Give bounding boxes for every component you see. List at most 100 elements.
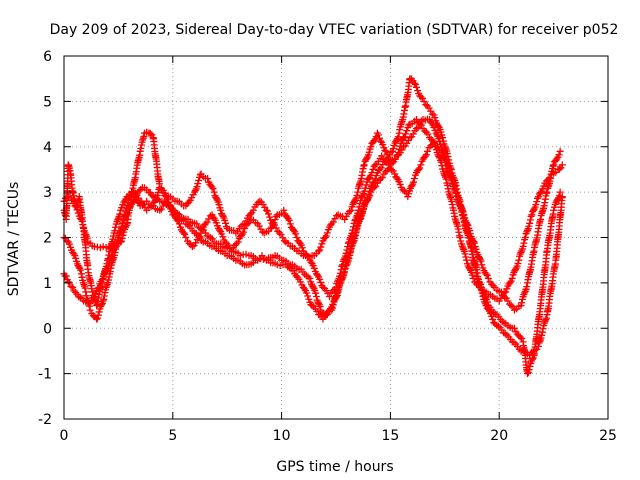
data-point <box>478 261 486 269</box>
data-point <box>376 165 384 173</box>
data-point <box>156 206 164 214</box>
data-point <box>456 234 464 241</box>
data-point <box>529 206 537 214</box>
data-point <box>394 133 402 141</box>
data-point <box>462 253 470 261</box>
data-point <box>384 161 392 169</box>
data-point <box>410 79 418 87</box>
data-point <box>352 213 360 221</box>
data-point <box>272 212 280 220</box>
data-point <box>231 241 239 249</box>
data-point <box>119 231 127 239</box>
data-point <box>343 246 351 254</box>
data-point <box>262 206 270 214</box>
data-point <box>336 269 344 277</box>
data-point <box>219 212 227 220</box>
data-point <box>366 192 374 200</box>
data-point <box>293 234 301 241</box>
data-point <box>333 291 341 299</box>
y-tick-label: -1 <box>38 367 52 383</box>
data-point <box>542 316 550 324</box>
data-point <box>411 80 419 88</box>
y-tick-label: 0 <box>43 321 52 337</box>
data-point <box>408 182 416 190</box>
data-point <box>504 297 512 305</box>
data-point <box>371 161 379 169</box>
data-point <box>344 243 352 251</box>
data-point <box>111 227 119 235</box>
data-point <box>310 264 318 272</box>
data-point <box>117 238 125 246</box>
x-tick-label: 25 <box>599 428 617 444</box>
data-point <box>111 223 119 231</box>
data-point <box>355 203 363 211</box>
data-point <box>378 152 386 160</box>
data-point <box>482 270 490 278</box>
data-point <box>116 210 124 218</box>
data-point <box>523 226 531 234</box>
data-point <box>526 362 534 370</box>
data-point <box>208 183 216 191</box>
data-point <box>432 142 440 150</box>
data-point <box>524 369 532 377</box>
data-point <box>75 263 83 271</box>
data-point <box>306 274 314 282</box>
data-point <box>507 301 515 309</box>
data-point <box>244 220 252 228</box>
data-point <box>464 221 472 229</box>
data-point <box>538 328 546 336</box>
data-point <box>322 232 330 240</box>
data-point <box>213 195 221 203</box>
data-point <box>328 304 336 312</box>
data-point <box>367 143 375 151</box>
data-point <box>86 306 94 314</box>
grid-lines <box>64 56 608 419</box>
data-point <box>461 250 469 258</box>
data-point <box>118 235 126 243</box>
data-point <box>369 165 377 173</box>
data-point <box>188 243 196 251</box>
data-point <box>241 224 249 232</box>
data-point <box>399 186 407 194</box>
data-point <box>452 189 460 197</box>
data-point <box>533 198 541 206</box>
data-point <box>93 315 101 323</box>
data-point <box>95 308 103 316</box>
data-point <box>555 165 563 173</box>
data-point <box>523 228 531 236</box>
data-point <box>393 136 401 144</box>
data-point <box>556 147 564 155</box>
data-point <box>555 192 563 200</box>
data-point <box>558 161 566 169</box>
data-point <box>319 283 327 291</box>
data-point <box>450 185 458 193</box>
data-point <box>256 197 264 205</box>
data-point <box>219 233 227 241</box>
y-axis-label: SDTVAR / TECUs <box>6 182 22 297</box>
data-point <box>240 228 248 236</box>
data-point <box>506 278 514 286</box>
data-point <box>393 152 401 160</box>
data-point <box>118 204 126 212</box>
data-point <box>413 125 421 133</box>
data-point <box>218 211 226 219</box>
data-point <box>415 165 423 173</box>
data-point <box>534 194 542 202</box>
data-point <box>520 239 528 247</box>
data-point <box>329 287 337 295</box>
data-point <box>377 164 385 172</box>
data-point <box>318 240 326 248</box>
data-point <box>308 302 316 310</box>
data-point <box>430 123 438 131</box>
data-point <box>512 265 520 273</box>
data-point <box>341 215 349 223</box>
data-point <box>501 330 509 338</box>
data-point <box>337 266 345 274</box>
data-point <box>472 280 480 288</box>
data-point <box>423 147 431 155</box>
data-point <box>436 137 444 145</box>
data-point <box>389 167 397 175</box>
data-point <box>466 265 474 273</box>
data-point <box>175 220 183 228</box>
data-point <box>526 216 534 224</box>
